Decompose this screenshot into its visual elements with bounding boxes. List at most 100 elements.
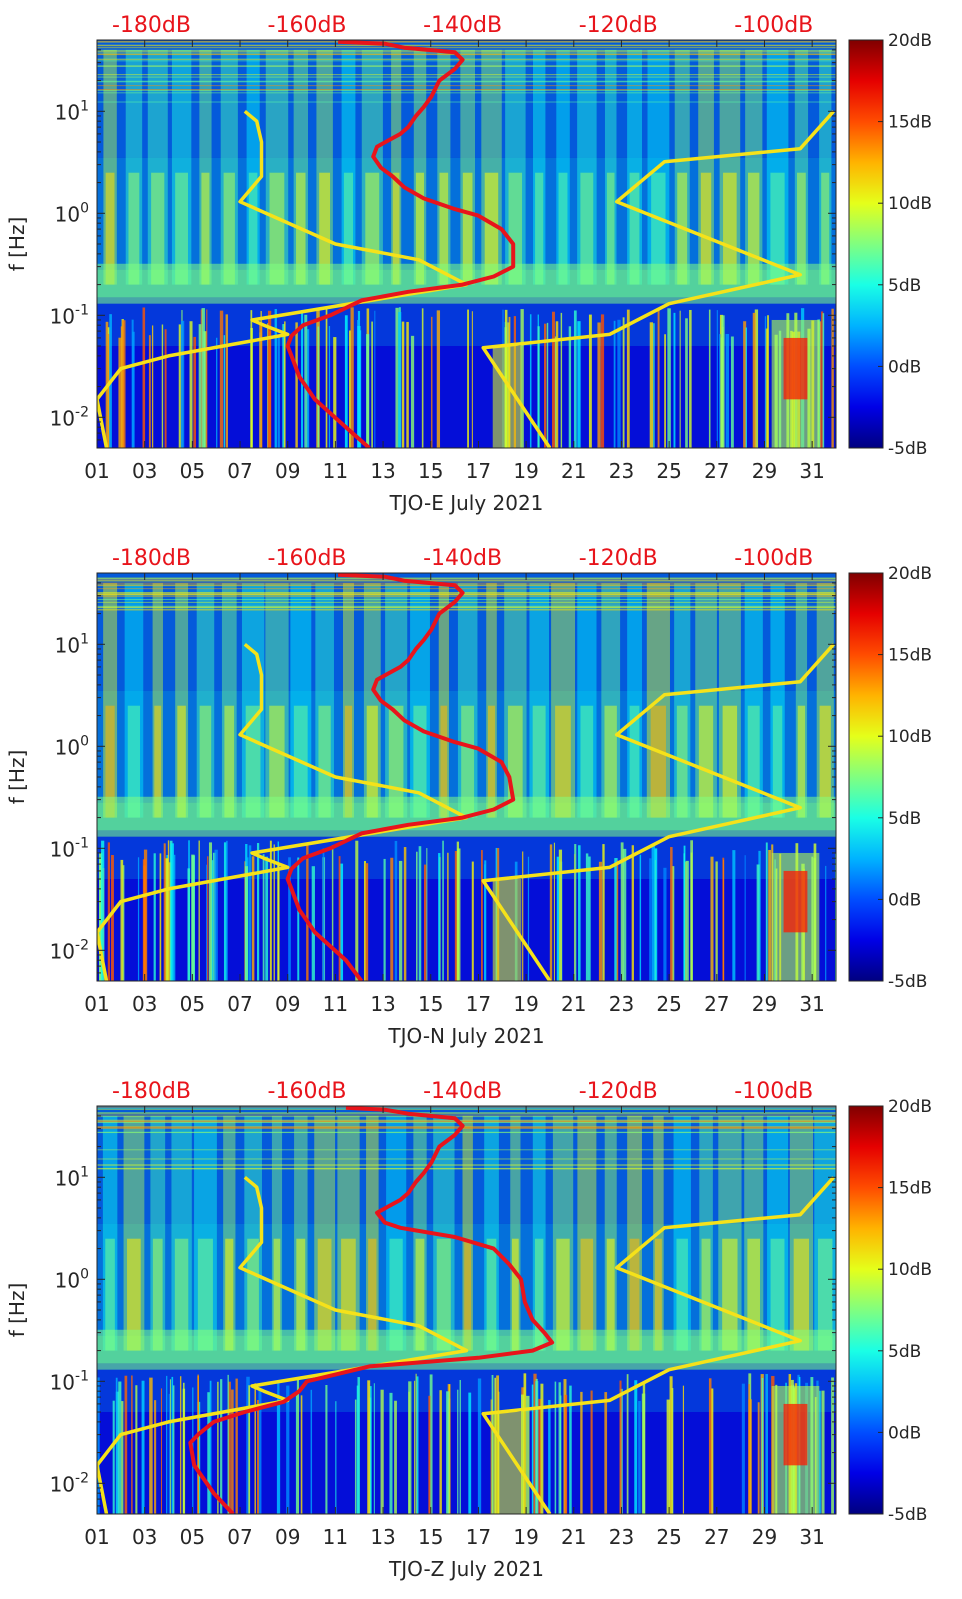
- x-tick-label: 15: [418, 1525, 443, 1549]
- x-tick-label: 13: [370, 1525, 395, 1549]
- y-tick-label: 101: [55, 98, 89, 124]
- x-tick-label: 23: [609, 1525, 634, 1549]
- colorbar-label: 15dB: [888, 1179, 932, 1199]
- x-tick-label: 11: [323, 1525, 348, 1549]
- colorbar-label: -5dB: [888, 972, 927, 992]
- x-tick-label: 03: [132, 1525, 157, 1549]
- top-db-label: -160dB: [268, 546, 347, 571]
- x-tick-label: 27: [704, 992, 729, 1016]
- top-db-label: -100dB: [734, 13, 813, 38]
- colorbar-label: 20dB: [888, 31, 932, 51]
- x-tick-label: 31: [799, 992, 824, 1016]
- colorbar-label: 10dB: [888, 194, 932, 214]
- heatmap: [97, 40, 836, 448]
- x-tick-label: 11: [323, 992, 348, 1016]
- x-tick-label: 05: [180, 459, 205, 483]
- x-tick-label: 23: [609, 459, 634, 483]
- spectrogram-e-svg: 01 03 05 07 09 11 13 15 17 19 21 23 25 27 29 31 TJO-E Ju…: [5, 13, 932, 515]
- x-tick-label: 07: [227, 459, 252, 483]
- y-tick-label: 10-2: [50, 937, 89, 963]
- top-db-label: -120dB: [579, 1079, 658, 1104]
- heatmap: [97, 1106, 836, 1514]
- x-tick-label: 21: [561, 459, 586, 483]
- colorbar-label: 20dB: [888, 564, 932, 584]
- x-tick-label: 05: [180, 992, 205, 1016]
- yellow-curve-0: [97, 1175, 469, 1514]
- colorbar-label: 10dB: [888, 1260, 932, 1280]
- top-db-label: -120dB: [579, 13, 658, 38]
- spectrogram-n-svg: 01 03 05 07 09 11 13 15 17 19 21 23 25 27 29 31 TJO-N Ju…: [5, 546, 932, 1048]
- heatmap: [97, 573, 836, 981]
- x-tick-label: 05: [180, 1525, 205, 1549]
- x-tick-label: 29: [752, 459, 777, 483]
- x-tick-label: 15: [418, 992, 443, 1016]
- top-db-label: -120dB: [579, 546, 658, 571]
- top-db-label: -160dB: [268, 13, 347, 38]
- y-tick-label: 10-2: [50, 1470, 89, 1496]
- top-db-label: -160dB: [268, 1079, 347, 1104]
- colorbar-label: 0dB: [888, 1423, 921, 1443]
- red-curve-2: [285, 573, 516, 981]
- colorbar-label: 0dB: [888, 357, 921, 377]
- top-db-label: -180dB: [112, 13, 191, 38]
- y-tick-label: 100: [55, 200, 89, 226]
- x-tick-label: 17: [466, 992, 491, 1016]
- spectrogram-panel-n: 01 03 05 07 09 11 13 15 17 19 21 23 25 27 29 31 TJO-N Ju…: [0, 533, 962, 1066]
- x-tick-label: 11: [323, 459, 348, 483]
- x-axis-title: TJO-N July 2021: [387, 1024, 544, 1048]
- x-tick-label: 25: [656, 992, 681, 1016]
- x-tick-label: 17: [466, 1525, 491, 1549]
- top-db-label: -140dB: [423, 546, 502, 571]
- x-tick-label: 15: [418, 459, 443, 483]
- yellow-curve-1: [481, 110, 835, 448]
- x-axis-title: TJO-E July 2021: [389, 491, 544, 515]
- x-tick-label: 13: [370, 992, 395, 1016]
- x-axis-title: TJO-Z July 2021: [388, 1557, 544, 1581]
- top-db-label: -140dB: [423, 13, 502, 38]
- yellow-curve-1: [481, 643, 835, 981]
- red-curve-2: [285, 40, 516, 448]
- x-tick-label: 01: [84, 992, 109, 1016]
- colorbar-label: -5dB: [888, 439, 927, 459]
- x-tick-label: 09: [275, 992, 300, 1016]
- colorbar-label: 15dB: [888, 646, 932, 666]
- colorbar-label: -5dB: [888, 1505, 927, 1525]
- y-axis-title: f [Hz]: [5, 1283, 29, 1338]
- y-tick-label: 10-2: [50, 404, 89, 430]
- top-db-label: -100dB: [734, 546, 813, 571]
- colorbar-label: 5dB: [888, 276, 921, 296]
- colorbar-label: 10dB: [888, 727, 932, 747]
- x-tick-label: 31: [799, 459, 824, 483]
- y-tick-label: 10-1: [50, 302, 89, 328]
- colorbar-label: 5dB: [888, 809, 921, 829]
- colorbar-label: 15dB: [888, 113, 932, 133]
- x-tick-label: 09: [275, 459, 300, 483]
- x-tick-label: 29: [752, 992, 777, 1016]
- x-tick-label: 03: [132, 992, 157, 1016]
- x-tick-label: 25: [656, 459, 681, 483]
- colorbar: [848, 572, 884, 982]
- y-tick-label: 10-1: [50, 835, 89, 861]
- x-tick-label: 17: [466, 459, 491, 483]
- colorbar-label: 5dB: [888, 1342, 921, 1362]
- x-tick-label: 09: [275, 1525, 300, 1549]
- x-tick-label: 31: [799, 1525, 824, 1549]
- x-tick-label: 21: [561, 1525, 586, 1549]
- colorbar-label: 0dB: [888, 890, 921, 910]
- x-tick-label: 23: [609, 992, 634, 1016]
- x-tick-label: 27: [704, 1525, 729, 1549]
- x-tick-label: 27: [704, 459, 729, 483]
- top-db-label: -180dB: [112, 1079, 191, 1104]
- y-axis-title: f [Hz]: [5, 217, 29, 272]
- yellow-curve-1: [481, 1176, 835, 1514]
- colorbar-label: 20dB: [888, 1097, 932, 1117]
- spectrogram-z-svg: 01 03 05 07 09 11 13 15 17 19 21 23 25 27 29 31 TJO-Z Ju…: [5, 1079, 932, 1581]
- top-db-label: -180dB: [112, 546, 191, 571]
- y-tick-label: 101: [55, 1164, 89, 1190]
- y-tick-label: 100: [55, 1266, 89, 1292]
- spectrogram-panel-z: 01 03 05 07 09 11 13 15 17 19 21 23 25 27 29 31 TJO-Z Ju…: [0, 1066, 962, 1599]
- x-tick-label: 01: [84, 1525, 109, 1549]
- spectrogram-panel-e: 01 03 05 07 09 11 13 15 17 19 21 23 25 27 29 31 TJO-E Ju…: [0, 0, 962, 533]
- top-db-label: -140dB: [423, 1079, 502, 1104]
- colorbar: [848, 39, 884, 449]
